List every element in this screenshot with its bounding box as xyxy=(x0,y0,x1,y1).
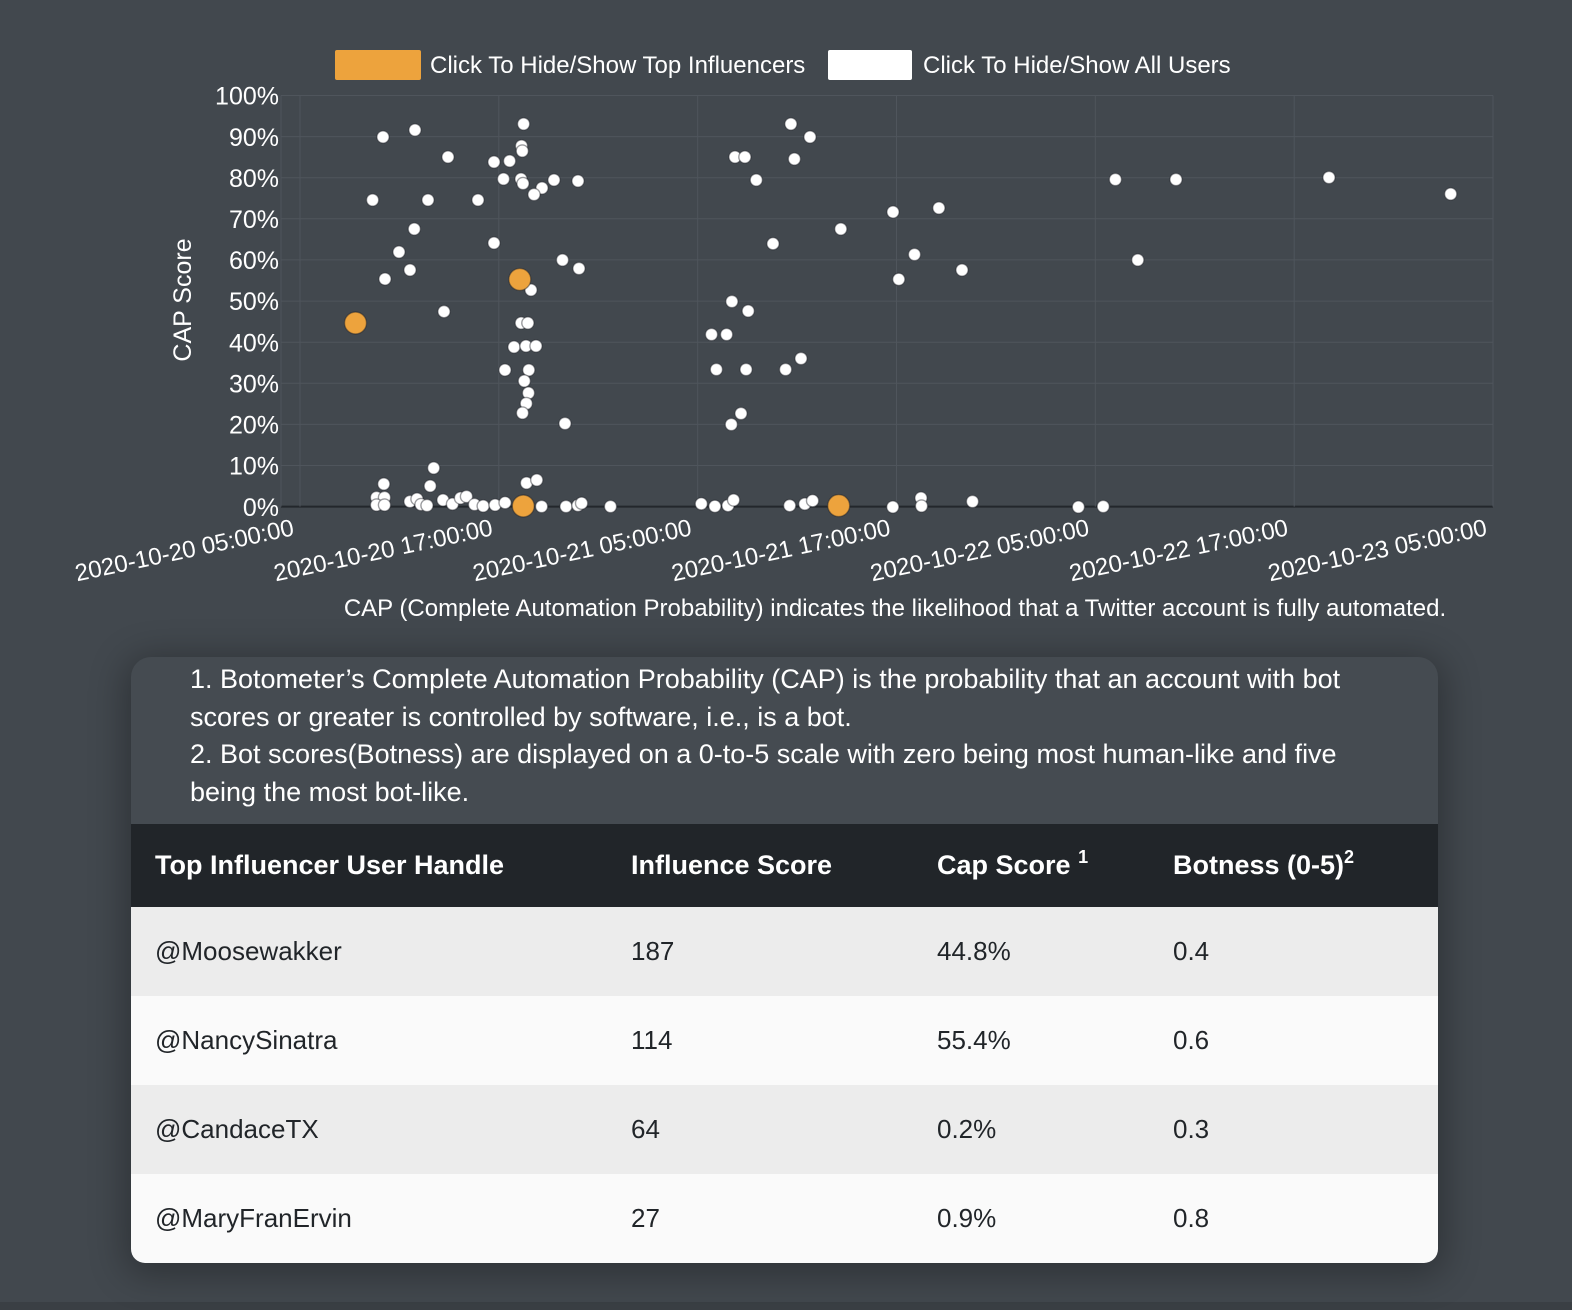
svg-text:2020-10-23 05:00:00: 2020-10-23 05:00:00 xyxy=(1266,514,1490,587)
svg-text:70%: 70% xyxy=(229,206,279,234)
svg-text:2020-10-20 17:00:00: 2020-10-20 17:00:00 xyxy=(271,514,495,587)
svg-text:CAP (Complete Automation Proba: CAP (Complete Automation Probability) in… xyxy=(344,595,1446,622)
svg-text:40%: 40% xyxy=(229,329,279,357)
svg-text:0%: 0% xyxy=(243,494,279,522)
svg-text:2020-10-21 17:00:00: 2020-10-21 17:00:00 xyxy=(669,514,893,587)
svg-text:90%: 90% xyxy=(229,124,279,152)
svg-text:30%: 30% xyxy=(229,371,279,399)
svg-text:80%: 80% xyxy=(229,165,279,193)
svg-text:Click To Hide/Show All Users: Click To Hide/Show All Users xyxy=(923,52,1231,79)
svg-text:2020-10-20 05:00:00: 2020-10-20 05:00:00 xyxy=(73,514,297,587)
svg-text:20%: 20% xyxy=(229,412,279,440)
svg-text:Click To Hide/Show Top Influen: Click To Hide/Show Top Influencers xyxy=(430,52,805,79)
svg-text:100%: 100% xyxy=(215,83,279,111)
svg-text:2020-10-22 17:00:00: 2020-10-22 17:00:00 xyxy=(1067,514,1291,587)
svg-text:2020-10-22 05:00:00: 2020-10-22 05:00:00 xyxy=(868,514,1092,587)
svg-text:CAP Score: CAP Score xyxy=(169,238,197,361)
svg-text:2020-10-21 05:00:00: 2020-10-21 05:00:00 xyxy=(470,514,694,587)
svg-text:50%: 50% xyxy=(229,288,279,316)
svg-text:10%: 10% xyxy=(229,453,279,481)
svg-text:60%: 60% xyxy=(229,247,279,275)
